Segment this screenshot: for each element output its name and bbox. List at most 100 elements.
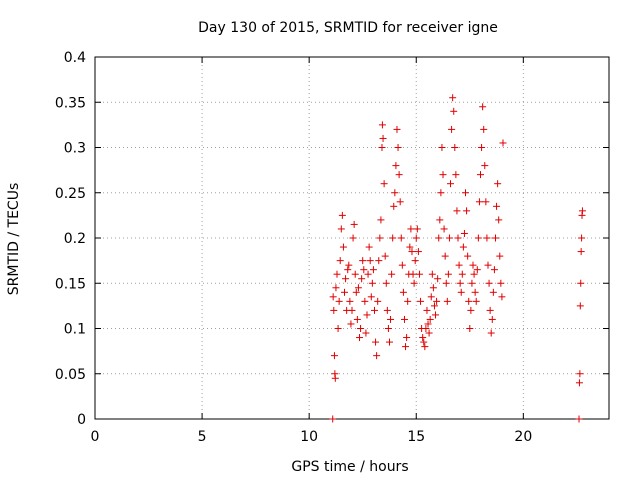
data-point	[404, 297, 412, 305]
data-point	[381, 252, 389, 260]
data-point	[355, 334, 363, 342]
data-point	[452, 171, 460, 179]
data-point	[370, 306, 378, 314]
data-point	[335, 297, 343, 305]
data-point	[417, 297, 425, 305]
data-point	[457, 288, 465, 296]
data-point	[479, 103, 487, 111]
y-tick-label: 0.2	[64, 231, 86, 247]
data-point	[402, 343, 410, 351]
data-point	[472, 297, 480, 305]
data-point	[459, 243, 467, 251]
data-point	[465, 297, 473, 305]
data-point	[366, 257, 374, 265]
data-point	[497, 279, 505, 287]
data-point	[469, 261, 477, 269]
data-point	[475, 198, 483, 206]
data-point	[466, 325, 474, 332]
data-point	[575, 415, 583, 423]
data-point	[330, 306, 338, 314]
data-point	[406, 243, 414, 251]
data-point	[427, 293, 435, 301]
data-point	[444, 270, 452, 278]
data-point	[379, 134, 387, 142]
x-tick-label: 5	[198, 429, 207, 445]
data-point	[460, 229, 468, 237]
data-point	[430, 302, 438, 310]
data-point	[411, 257, 419, 265]
data-point	[451, 144, 459, 151]
data-point	[432, 311, 440, 319]
data-point	[438, 144, 446, 151]
data-point	[410, 279, 418, 287]
data-point	[347, 320, 355, 328]
x-tick-label: 0	[91, 429, 100, 445]
data-point	[413, 225, 421, 233]
data-point	[493, 202, 501, 210]
data-point	[450, 107, 458, 115]
data-point	[408, 248, 416, 256]
data-point	[488, 315, 496, 323]
data-point	[334, 325, 342, 332]
data-point	[462, 189, 470, 197]
data-point	[474, 234, 482, 242]
data-point	[435, 234, 443, 242]
data-point	[483, 234, 491, 242]
data-point	[455, 261, 463, 269]
x-tick-label: 15	[407, 429, 425, 445]
data-points	[329, 94, 586, 423]
data-point	[467, 306, 475, 314]
data-point	[482, 198, 490, 206]
data-point	[396, 198, 404, 206]
data-point	[496, 252, 504, 260]
data-point	[400, 315, 408, 323]
data-point	[389, 234, 397, 242]
y-axis-label: SRMTID / TECUs	[6, 183, 22, 296]
data-point	[374, 297, 382, 305]
data-point	[464, 252, 472, 260]
data-point	[449, 94, 457, 102]
y-tick-label: 0.25	[55, 186, 86, 202]
data-point	[453, 207, 461, 215]
data-point	[339, 243, 347, 251]
data-point	[362, 329, 370, 337]
data-point	[333, 270, 341, 278]
data-point	[388, 270, 396, 278]
data-point	[409, 270, 417, 278]
data-point	[426, 315, 434, 323]
data-point	[470, 270, 478, 278]
data-point	[415, 270, 423, 278]
data-point	[473, 266, 481, 274]
data-point	[393, 125, 401, 133]
data-point	[425, 329, 433, 337]
data-point	[387, 315, 395, 323]
data-point	[341, 288, 349, 296]
y-tick-label: 0.1	[64, 322, 86, 338]
data-point	[382, 279, 390, 287]
data-point	[424, 320, 432, 328]
data-point	[423, 306, 431, 314]
data-point	[412, 234, 420, 242]
data-point	[365, 243, 373, 251]
data-point	[414, 248, 422, 256]
data-point	[384, 325, 392, 332]
data-point	[345, 261, 353, 269]
x-axis-label: GPS time / hours	[291, 459, 408, 475]
data-point	[485, 279, 493, 287]
data-point	[361, 297, 369, 305]
y-tick-label: 0.15	[55, 276, 86, 292]
data-point	[331, 374, 339, 382]
data-point	[441, 252, 449, 260]
data-point	[437, 189, 445, 197]
data-point	[434, 275, 442, 283]
data-point	[375, 257, 383, 265]
data-point	[399, 288, 407, 296]
grid	[95, 56, 609, 419]
y-tick-label: 0.3	[64, 141, 86, 157]
data-point	[442, 279, 450, 287]
data-point	[489, 288, 497, 296]
data-point	[367, 293, 375, 301]
data-point	[337, 225, 345, 233]
data-point	[578, 234, 586, 242]
